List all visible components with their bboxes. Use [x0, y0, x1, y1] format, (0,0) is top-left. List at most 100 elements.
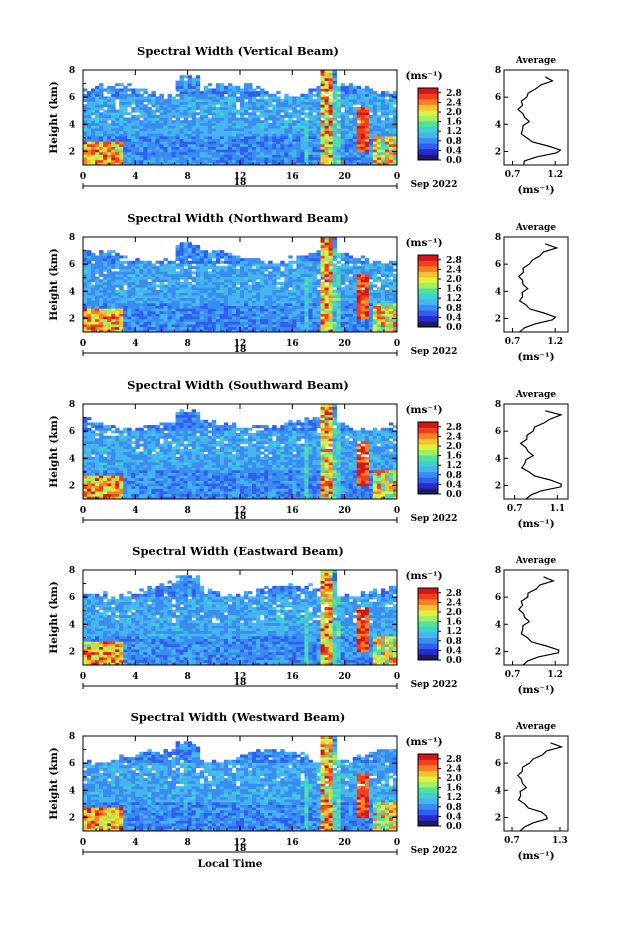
- heatmap-cell: [368, 104, 374, 108]
- heatmap-cell: [240, 329, 245, 333]
- heatmap-cell: [380, 326, 386, 330]
- heatmap-cell: [348, 310, 354, 314]
- heatmap-cell: [127, 287, 132, 291]
- heatmap-cell: [107, 308, 112, 312]
- heatmap-cell: [284, 114, 289, 118]
- heatmap-cell: [171, 122, 176, 126]
- heatmap-cell: [151, 287, 156, 291]
- heatmap-cell: [83, 292, 88, 296]
- heatmap-cell: [227, 310, 233, 314]
- heatmap-cell: [384, 300, 390, 304]
- heatmap-cell: [384, 101, 390, 105]
- heatmap-cell: [252, 122, 257, 126]
- heatmap-cell: [183, 99, 189, 103]
- heatmap-cell: [111, 135, 116, 140]
- heatmap-cell: [123, 146, 128, 150]
- heatmap-cell: [203, 252, 209, 256]
- heatmap-cell: [163, 104, 168, 108]
- heatmap-cell: [115, 467, 120, 471]
- heatmap-cell: [111, 443, 116, 447]
- heatmap-cell: [83, 93, 88, 97]
- heatmap-cell: [376, 329, 382, 333]
- heatmap-cell: [235, 149, 241, 153]
- heatmap-cell: [388, 154, 394, 158]
- heatmap-cell: [360, 109, 366, 113]
- heatmap-cell: [312, 287, 317, 291]
- heatmap-cell: [215, 117, 221, 121]
- heatmap-cell: [199, 122, 205, 126]
- heatmap-cell: [179, 75, 185, 79]
- heatmap-cell: [260, 88, 265, 92]
- heatmap-cell: [107, 266, 112, 270]
- heatmap-cell: [147, 318, 152, 322]
- heatmap-cell: [312, 300, 317, 304]
- heatmap-cell: [348, 104, 354, 108]
- heatmap-cell: [308, 252, 313, 256]
- heatmap-cell: [328, 104, 333, 108]
- heatmap-cell: [364, 91, 370, 95]
- heatmap-cell: [99, 454, 104, 458]
- heatmap-cell: [191, 313, 197, 317]
- heatmap-cell: [115, 273, 120, 277]
- heatmap-cell: [223, 154, 229, 158]
- heatmap-cell: [320, 324, 325, 328]
- heatmap-cell: [111, 438, 116, 442]
- heatmap-cell: [163, 99, 168, 103]
- heatmap-cell: [332, 292, 338, 296]
- heatmap-cell: [223, 101, 229, 105]
- heatmap-cell: [376, 159, 382, 163]
- heatmap-cell: [336, 310, 342, 314]
- heatmap-cell: [191, 247, 197, 251]
- heatmap-cell: [111, 162, 116, 166]
- heatmap-cell: [183, 273, 189, 277]
- heatmap-cell: [103, 295, 108, 299]
- heatmap-cell: [103, 425, 108, 429]
- heatmap-cell: [364, 326, 370, 330]
- heatmap-cell: [171, 151, 176, 155]
- heatmap-cell: [191, 159, 197, 163]
- heatmap-cell: [392, 308, 398, 312]
- heatmap-cell: [127, 491, 132, 495]
- heatmap-cell: [215, 85, 221, 89]
- heatmap-cell: [235, 112, 241, 116]
- heatmap-cell: [280, 162, 285, 166]
- heatmap-cell: [151, 138, 156, 142]
- heatmap-cell: [203, 135, 209, 140]
- heatmap-cell: [332, 252, 338, 256]
- heatmap-cell: [364, 143, 370, 147]
- heatmap-cell: [191, 122, 197, 126]
- heatmap-cell: [288, 149, 293, 153]
- heatmap-cell: [111, 260, 116, 264]
- heatmap-cell: [123, 467, 128, 471]
- heatmap-cell: [187, 292, 193, 296]
- heatmap-cell: [348, 284, 354, 288]
- heatmap-cell: [276, 292, 281, 296]
- heatmap-cell: [276, 308, 281, 312]
- heatmap-cell: [223, 302, 229, 307]
- heatmap-cell: [368, 88, 374, 92]
- heatmap-cell: [364, 266, 370, 270]
- heatmap-cell: [155, 114, 160, 118]
- heatmap-cell: [215, 120, 221, 124]
- heatmap-cell: [288, 316, 293, 320]
- heatmap-cell: [328, 83, 333, 87]
- heatmap-cell: [207, 91, 213, 95]
- heatmap-cell: [175, 250, 181, 254]
- heatmap-cell: [187, 260, 193, 264]
- heatmap-cell: [376, 295, 382, 299]
- heatmap-cell: [127, 448, 132, 452]
- x-tick-label: 8: [185, 172, 191, 182]
- heatmap-cell: [252, 289, 257, 293]
- heatmap-cell: [344, 318, 350, 322]
- heatmap-cell: [364, 130, 370, 134]
- heatmap-cell: [360, 114, 366, 118]
- heatmap-cell: [167, 135, 172, 140]
- heatmap-cell: [171, 143, 176, 147]
- heatmap-cell: [107, 318, 112, 322]
- heatmap-cell: [163, 292, 168, 296]
- heatmap-cell: [352, 308, 358, 312]
- heatmap-cell: [260, 273, 265, 277]
- heatmap-cell: [356, 271, 362, 275]
- heatmap-cell: [388, 106, 394, 110]
- heatmap-cell: [227, 159, 233, 163]
